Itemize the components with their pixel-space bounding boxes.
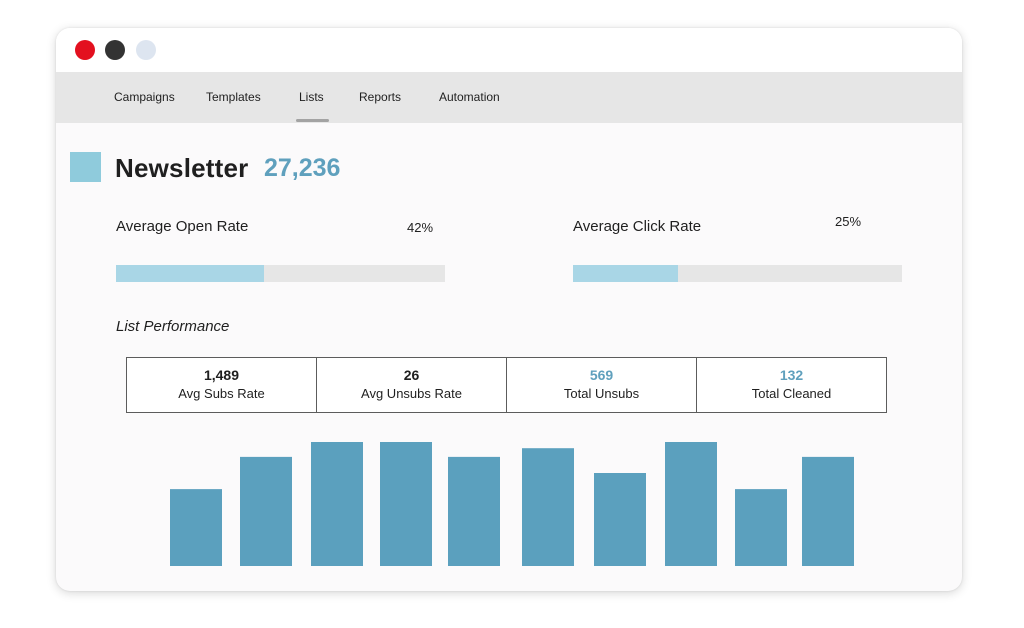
stat-avg-subs-rate: 1,489 Avg Subs Rate [127,358,317,412]
open-rate-value: 42% [407,220,434,235]
nav-item-templates[interactable]: Templates [206,90,261,104]
chart-bar-6 [522,448,574,566]
nav-item-campaigns[interactable]: Campaigns [114,90,175,104]
chart-bar-5 [448,456,500,566]
stat-avg-unsubs-rate: 26 Avg Unsubs Rate [317,358,507,412]
click-rate-progress-fill [573,265,679,282]
stat-value: 1,489 [203,367,240,383]
list-subscriber-count: 27,236 [264,154,341,182]
nav-bar: Campaigns Templates Lists Reports Automa… [56,72,962,123]
chart-bar-3 [311,442,363,566]
stat-total-cleaned: 132 Total Cleaned [697,358,886,412]
nav-item-lists[interactable]: Lists [299,90,324,104]
chart-bar-9 [735,489,787,566]
stat-value: 26 [403,367,420,383]
stat-label: Avg Unsubs Rate [361,386,462,401]
stat-total-unsubs: 569 Total Unsubs [507,358,697,412]
chart-bar-7 [594,473,646,566]
list-color-swatch [70,152,101,182]
nav-item-reports[interactable]: Reports [359,90,402,104]
stat-label: Avg Subs Rate [178,386,265,401]
open-rate-progress-fill [116,265,265,282]
active-tab-indicator [296,119,329,122]
app-window: Campaigns Templates Lists Reports Automa… [56,28,962,591]
list-title: Newsletter [115,153,249,183]
close-window-button[interactable] [75,40,95,60]
chart-bar-8 [665,442,717,566]
performance-stats: 1,489 Avg Subs Rate 26 Avg Unsubs Rate 5… [126,357,887,413]
list-performance-title: List Performance [116,318,230,335]
stat-label: Total Cleaned [751,386,832,401]
click-rate-progress-bar [573,265,902,282]
stat-value: 569 [589,367,614,383]
chart-bar-4 [380,442,432,566]
chart-bar-10 [802,456,854,566]
open-rate-label: Average Open Rate [116,218,249,235]
stat-value: 132 [779,367,804,383]
stat-label: Total Unsubs [563,386,640,401]
maximize-window-button[interactable] [136,40,156,60]
click-rate-value: 25% [835,214,862,229]
minimize-window-button[interactable] [105,40,125,60]
nav-item-automation[interactable]: Automation [439,90,500,104]
chart-bar-1 [170,489,222,566]
click-rate-label: Average Click Rate [573,218,702,235]
open-rate-progress-bar [116,265,445,282]
title-bar [56,28,962,72]
performance-bar-chart [170,442,854,566]
chart-bar-2 [240,456,292,566]
